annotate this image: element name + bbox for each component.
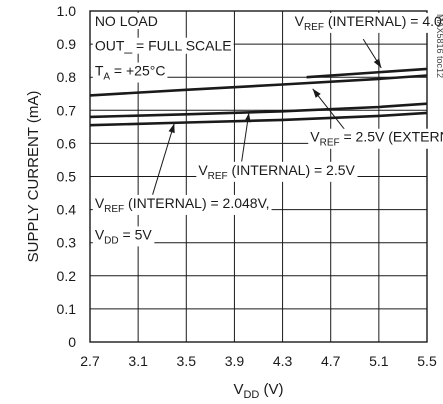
y-tick-label: 0.6 (57, 135, 77, 151)
x-tick-label: 4.7 (321, 353, 341, 369)
annotation-text-2-bg (196, 161, 358, 182)
annotation-text-2-part-2: (INTERNAL) = 2.5V (228, 162, 356, 178)
x-tick-label: 3.9 (225, 353, 245, 369)
annotation-text-2-part-0: V (198, 162, 208, 178)
annotation-text-2-group: VREF (INTERNAL) = 2.5V (196, 161, 358, 182)
plot-frame (89, 10, 428, 343)
figure-code-watermark: MAX5816 toc12 (435, 14, 443, 78)
annotation-text-3-bg (92, 194, 272, 215)
condition-text-2-group: TA = +25°C (92, 62, 168, 83)
condition-text-1-part-0: OUT_ = FULL SCALE (95, 38, 232, 54)
x-tick-labels: 2.7 3.1 3.5 3.9 4.3 4.7 5.1 5.5 (80, 353, 437, 369)
annotation-text-0-part-2: (INTERNAL) = 4.096V (324, 13, 443, 29)
annotation-text-4-part-1: DD (104, 235, 118, 246)
x-axis-label-sub: DD (243, 389, 259, 401)
test-conditions: NO LOAD OUT_ = FULL SCALE TA = +25°C (92, 12, 234, 83)
annotation-text-1-bg (308, 128, 443, 149)
condition-text-0-group: NO LOAD (92, 12, 160, 29)
annotation-arrowhead-3 (168, 123, 175, 134)
annotation-text-0-group: VREF (INTERNAL) = 4.096V (292, 12, 443, 33)
condition-text-1-group: OUT_ = FULL SCALE (92, 37, 234, 54)
condition-text-0-bg (92, 12, 160, 29)
annotation-text-3-group: VREF (INTERNAL) = 2.048V, (92, 194, 272, 215)
annotation-text-1-part-0: V (310, 129, 320, 145)
condition-text-1-bg (92, 37, 234, 54)
y-tick-label: 0.3 (57, 235, 77, 251)
annotation-text-1: VREF = 2.5V (EXTERNAL) (310, 129, 443, 149)
annotation-text-1-part-1: REF (320, 138, 340, 149)
annotation-text-2: VREF (INTERNAL) = 2.5V (198, 162, 355, 182)
y-tick-label: 0 (68, 334, 76, 350)
y-tick-label: 0.4 (57, 202, 77, 218)
annotation-text-2-part-1: REF (208, 171, 228, 182)
condition-text-0: NO LOAD (95, 13, 158, 29)
condition-text-1: OUT_ = FULL SCALE (95, 38, 232, 54)
annotation-text-4-bg (92, 226, 155, 247)
condition-text-2-part-0: T (95, 63, 104, 79)
annotation-text-3-part-2: (INTERNAL) = 2.048V, (124, 195, 269, 211)
y-tick-labels: 0 0.1 0.2 0.3 0.4 0.5 0.6 0.7 0.8 0.9 1.0 (57, 3, 77, 350)
annotation-text-4-part-2: = 5V (119, 226, 153, 242)
condition-text-2-part-2: = +25°C (110, 63, 165, 79)
x-tick-label: 3.1 (128, 353, 148, 369)
annotation-text-1-part-2: = 2.5V (EXTERNAL) (340, 129, 443, 145)
annotation-text-0-part-1: REF (304, 22, 324, 33)
condition-text-2-bg (92, 62, 168, 83)
x-axis-label-main: V (233, 381, 243, 398)
x-tick-label: 4.3 (273, 353, 293, 369)
annotation-text-3-part-1: REF (104, 204, 124, 215)
curve-annotations: VREF (INTERNAL) = 4.096VVREF = 2.5V (EXT… (92, 12, 443, 247)
x-tick-label: 5.1 (369, 353, 389, 369)
annotation-text-0: VREF (INTERNAL) = 4.096V (295, 13, 443, 33)
annotation-text-0-part-0: V (295, 13, 305, 29)
y-tick-label: 0.2 (57, 268, 77, 284)
annotation-text-0-bg (292, 12, 443, 33)
series-lines (89, 67, 428, 127)
x-axis-label-unit: (V) (259, 381, 283, 398)
annotation-text-4: VDD = 5V (95, 226, 153, 246)
condition-text-0-part-0: NO LOAD (95, 13, 158, 29)
annotation-arrowhead-0 (373, 58, 382, 68)
y-tick-label: 0.8 (57, 69, 77, 85)
y-axis-label: SUPPLY CURRENT (mA) (25, 91, 42, 263)
annotation-text-4-part-0: V (95, 226, 105, 242)
series-line-1 (89, 74, 428, 97)
y-tick-label: 0.9 (57, 36, 77, 52)
x-tick-label: 3.5 (177, 353, 197, 369)
annotation-text-3-part-0: V (95, 195, 105, 211)
condition-text-2: TA = +25°C (95, 63, 166, 83)
series-line-2 (89, 102, 428, 119)
y-tick-label: 1.0 (57, 3, 77, 19)
y-tick-label: 0.5 (57, 169, 77, 185)
series-line-3 (89, 111, 428, 127)
x-axis-label: VDD (V) (233, 381, 283, 401)
y-tick-label: 0.1 (57, 301, 77, 317)
annotation-arrowhead-1 (312, 88, 321, 98)
annotation-text-3: VREF (INTERNAL) = 2.048V, (95, 195, 270, 215)
y-tick-label: 0.7 (57, 102, 77, 118)
series-line-0 (306, 67, 428, 79)
annotation-text-1-group: VREF = 2.5V (EXTERNAL) (308, 128, 443, 149)
annotation-text-4-group: VDD = 5V (92, 226, 155, 247)
annotation-leader-3 (152, 123, 175, 195)
x-tick-label: 2.7 (80, 353, 100, 369)
condition-text-2-part-1: A (103, 72, 110, 83)
annotation-arrowhead-2 (244, 112, 251, 123)
x-tick-label: 5.5 (417, 353, 437, 369)
